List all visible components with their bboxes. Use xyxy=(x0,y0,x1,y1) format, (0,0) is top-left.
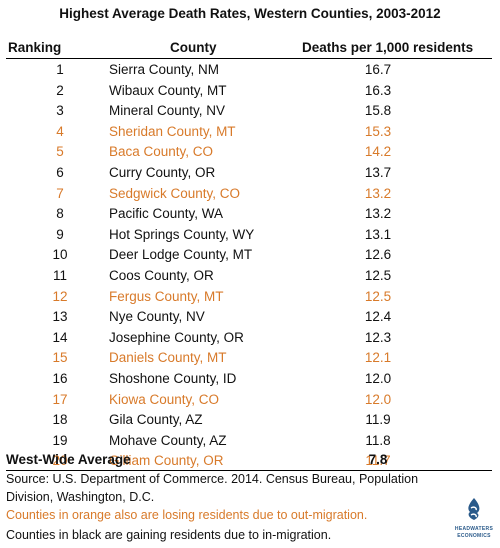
row-rank: 18 xyxy=(52,412,68,428)
header-divider xyxy=(6,58,492,59)
row-county: Gilliam County, OR xyxy=(109,453,224,469)
row-death-rate: 12.6 xyxy=(364,247,392,263)
row-county: Coos County, OR xyxy=(109,267,214,283)
row-rank: 16 xyxy=(52,370,68,386)
row-rank: 2 xyxy=(56,82,64,98)
table-row: 3 Mineral County, NV 15.8 xyxy=(0,101,500,122)
source-note: Source: U.S. Department of Commerce. 201… xyxy=(6,472,419,504)
row-death-rate: 12.4 xyxy=(364,309,392,325)
table-row: 6 Curry County, OR 13.7 xyxy=(0,163,500,184)
row-rank: 3 xyxy=(56,103,64,119)
table-row: 13 Nye County, NV 12.4 xyxy=(0,307,500,328)
row-county: Kiowa County, CO xyxy=(109,391,220,407)
water-drop-icon xyxy=(468,498,480,520)
table-body: 1 Sierra County, NM 16.7 2 Wibaux County, MT… xyxy=(0,60,500,472)
row-county: Sierra County, NM xyxy=(109,62,220,77)
row-death-rate: 13.2 xyxy=(364,185,392,201)
header-county: County xyxy=(170,40,217,55)
row-county: Hot Springs County, WY xyxy=(109,226,255,242)
row-county: Wibaux County, MT xyxy=(109,82,227,98)
row-death-rate: 11.8 xyxy=(365,432,391,448)
table-row: 20 Gilliam County, OR 11.7 xyxy=(0,451,500,472)
row-death-rate: 11.9 xyxy=(365,412,391,428)
row-county: Gila County, AZ xyxy=(109,412,203,428)
table-row: 14 Josephine County, OR 12.3 xyxy=(0,328,500,349)
table-row: 17 Kiowa County, CO 12.0 xyxy=(0,390,500,411)
row-death-rate: 14.2 xyxy=(364,144,392,160)
row-death-rate: 12.5 xyxy=(364,267,392,283)
table-row: 4 Sheridan County, MT 15.3 xyxy=(0,122,500,143)
legend-note-black: Counties in black are gaining residents … xyxy=(6,528,332,542)
row-death-rate: 16.7 xyxy=(364,62,392,77)
row-rank: 8 xyxy=(56,206,64,222)
row-death-rate: 15.3 xyxy=(364,123,392,139)
row-rank: 12 xyxy=(52,288,68,304)
table-row: 10 Deer Lodge County, MT 12.6 xyxy=(0,245,500,266)
row-county: Sedgwick County, CO xyxy=(109,185,241,201)
row-rank: 1 xyxy=(56,62,64,77)
row-death-rate: 12.3 xyxy=(364,329,392,345)
table-row: 15 Daniels County, MT 12.1 xyxy=(0,348,500,369)
row-county: Nye County, NV xyxy=(109,309,205,325)
row-rank: 19 xyxy=(52,432,68,448)
header-ranking: Ranking xyxy=(8,40,62,55)
row-death-rate: 12.0 xyxy=(364,370,392,386)
table-row: 1 Sierra County, NM 16.7 xyxy=(0,60,500,81)
row-death-rate: 12.5 xyxy=(364,288,392,304)
row-rank: 20 xyxy=(52,453,68,469)
table-row: 8 Pacific County, WA 13.2 xyxy=(0,204,500,225)
footer-divider xyxy=(6,470,492,471)
row-county: Deer Lodge County, MT xyxy=(109,247,253,263)
table-row: 5 Baca County, CO 14.2 xyxy=(0,142,500,163)
table-row: 7 Sedgwick County, CO 13.2 xyxy=(0,184,500,205)
row-rank: 5 xyxy=(56,144,64,160)
average-label: West-Wide Average xyxy=(6,452,131,467)
table-row: 16 Shoshone County, ID 12.0 xyxy=(0,369,500,390)
legend-note-orange: Counties in orange also are losing resid… xyxy=(6,508,368,522)
row-death-rate: 16.3 xyxy=(364,82,392,98)
row-county: Fergus County, MT xyxy=(109,288,224,304)
headwaters-economics-logo: HEADWATERS ECONOMICS xyxy=(452,496,496,544)
table-row: 2 Wibaux County, MT 16.3 xyxy=(0,81,500,102)
row-county: Curry County, OR xyxy=(109,164,216,180)
table-row: 12 Fergus County, MT 12.5 xyxy=(0,287,500,308)
row-death-rate: 15.8 xyxy=(364,103,392,119)
row-death-rate: 13.2 xyxy=(364,206,392,222)
row-rank: 4 xyxy=(56,123,64,139)
average-value: 7.8 xyxy=(368,452,388,467)
row-rank: 11 xyxy=(52,267,67,283)
row-rank: 17 xyxy=(52,391,68,407)
row-county: Pacific County, WA xyxy=(109,206,224,222)
table-row: 9 Hot Springs County, WY 13.1 xyxy=(0,225,500,246)
table-row: 11 Coos County, OR 12.5 xyxy=(0,266,500,287)
row-rank: 15 xyxy=(52,350,68,366)
row-rank: 10 xyxy=(52,247,68,263)
row-county: Mohave County, AZ xyxy=(109,432,227,448)
row-rank: 7 xyxy=(56,185,64,201)
row-death-rate: 13.1 xyxy=(364,226,392,242)
row-death-rate: 12.1 xyxy=(364,350,392,366)
row-rank: 14 xyxy=(52,329,68,345)
row-death-rate: 13.7 xyxy=(364,164,392,180)
logo-text-line1: HEADWATERS xyxy=(454,526,494,532)
row-county: Daniels County, MT xyxy=(109,350,227,366)
table-row: 19 Mohave County, AZ 11.8 xyxy=(0,431,500,452)
row-rank: 9 xyxy=(56,226,64,242)
table-title: Highest Average Death Rates, Western Cou… xyxy=(59,6,441,21)
row-county: Shoshone County, ID xyxy=(109,370,237,386)
row-death-rate: 11.7 xyxy=(365,453,391,469)
row-county: Mineral County, NV xyxy=(109,103,226,119)
logo-text-line2: ECONOMICS xyxy=(457,533,491,539)
row-death-rate: 12.0 xyxy=(364,391,392,407)
row-county: Baca County, CO xyxy=(109,144,214,160)
row-county: Josephine County, OR xyxy=(109,329,244,345)
row-rank: 6 xyxy=(56,164,64,180)
header-deaths-per-1000: Deaths per 1,000 residents xyxy=(302,40,474,55)
row-county: Sheridan County, MT xyxy=(109,123,236,139)
table-row: 18 Gila County, AZ 11.9 xyxy=(0,410,500,431)
row-rank: 13 xyxy=(52,309,68,325)
